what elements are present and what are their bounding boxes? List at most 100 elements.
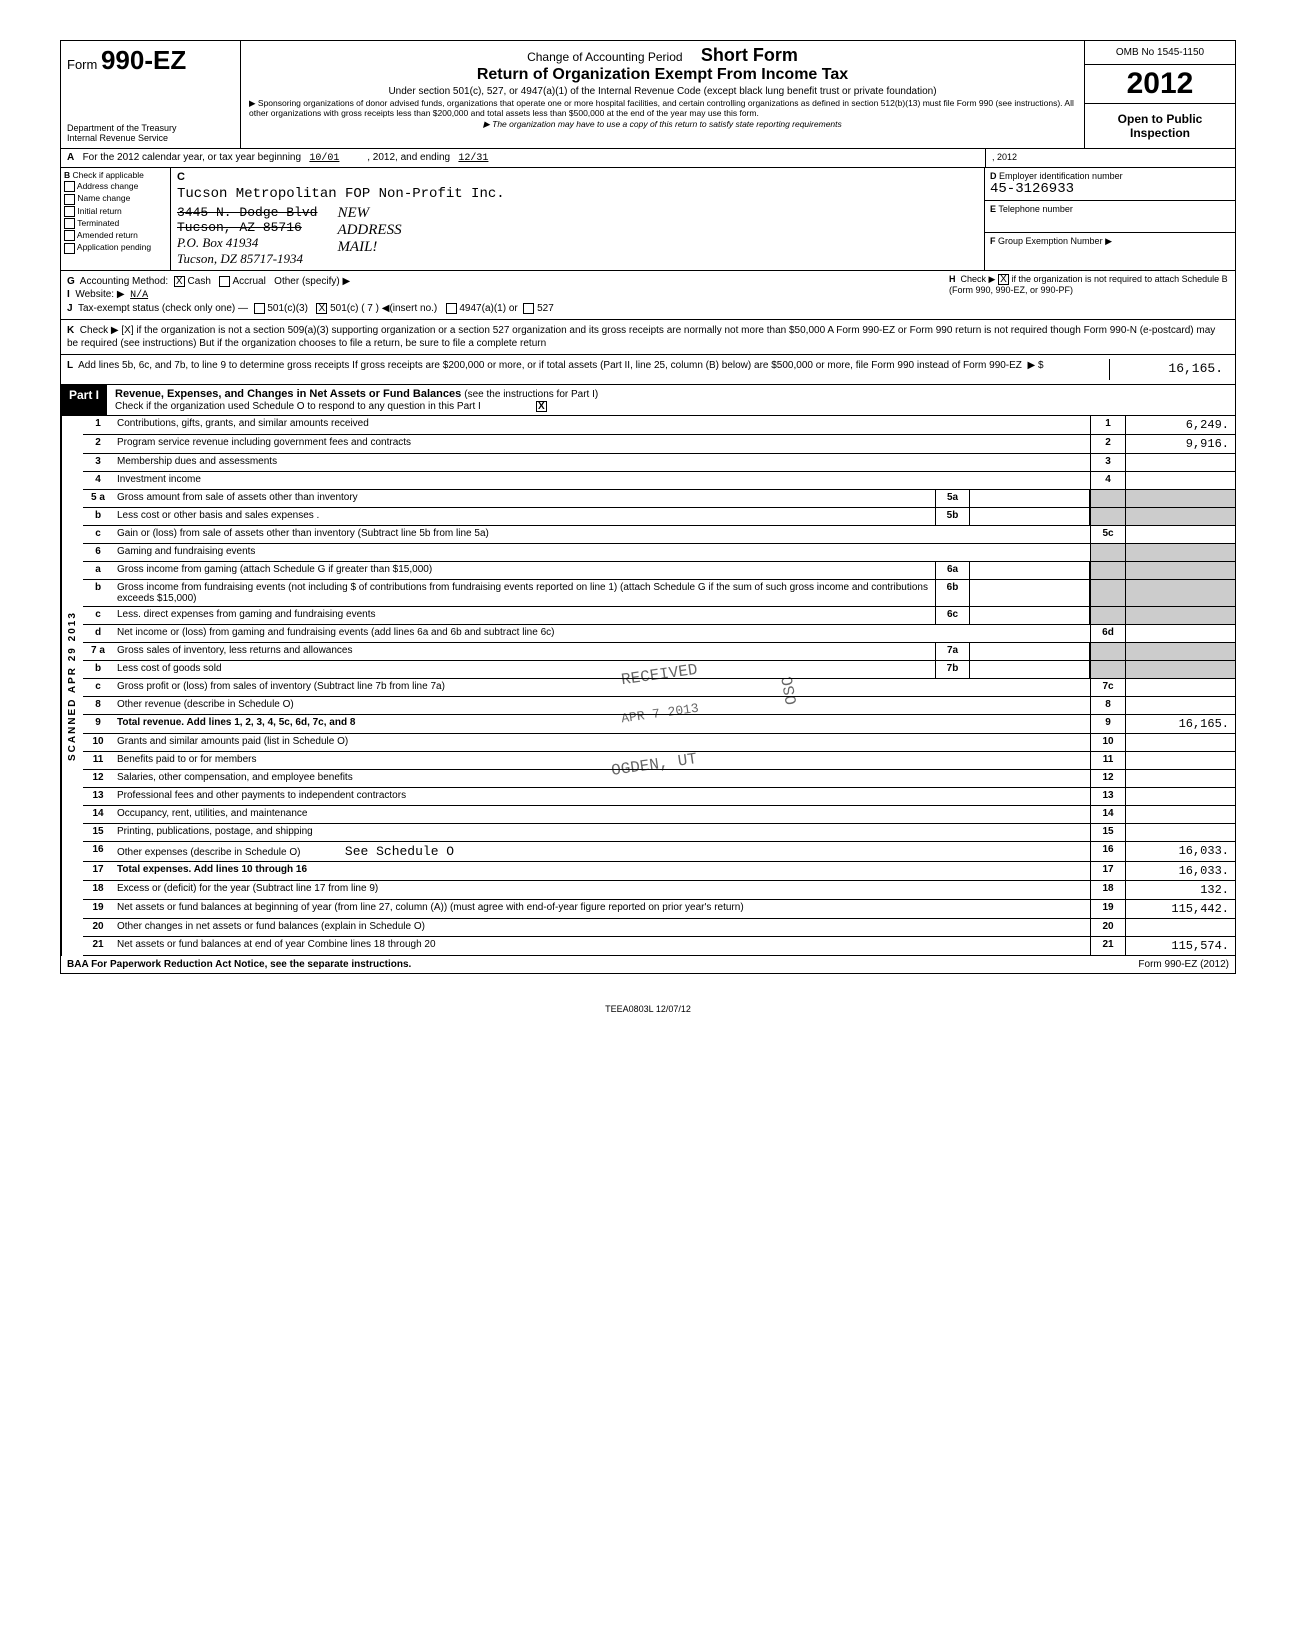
end-date: 12/31	[458, 153, 488, 164]
e-text: Telephone number	[998, 204, 1073, 214]
fine-print-1: ▶ Sponsoring organizations of donor advi…	[249, 99, 1076, 119]
footer-baa: BAA For Paperwork Reduction Act Notice, …	[67, 959, 411, 970]
part1-check-line: Check if the organization used Schedule …	[115, 401, 481, 412]
right-num-18: 18	[1090, 881, 1125, 899]
chk-501c3[interactable]	[254, 303, 265, 314]
line-6c: cLess. direct expenses from gaming and f…	[83, 607, 1235, 625]
row-a-mid: , 2012, and ending	[367, 152, 450, 163]
chk-schedule-o[interactable]: X	[536, 401, 547, 412]
chk-4947[interactable]	[446, 303, 457, 314]
right-val-shade-6c	[1125, 607, 1235, 624]
row-a: A For the 2012 calendar year, or tax yea…	[61, 149, 1235, 168]
line-num-7c: c	[83, 679, 113, 696]
row-k: K Check ▶ [X] if the organization is not…	[61, 320, 1235, 355]
right-num-10: 10	[1090, 734, 1125, 751]
right-val-shade-6a	[1125, 562, 1235, 579]
line-desc-2: Program service revenue including govern…	[113, 435, 1090, 453]
header-row: Form 990-EZ Department of the Treasury I…	[61, 41, 1235, 149]
right-num-1: 1	[1090, 416, 1125, 434]
line-desc-8: Other revenue (describe in Schedule O)	[113, 697, 1090, 714]
chk-initial[interactable]	[64, 206, 75, 217]
l-text: Add lines 5b, 6c, and 7b, to line 9 to d…	[78, 360, 1022, 371]
line-num-14: 14	[83, 806, 113, 823]
line-num-20: 20	[83, 919, 113, 936]
ghij-left: G Accounting Method: X Cash Accrual Othe…	[67, 274, 949, 316]
form-number-block: Form 990-EZ	[67, 45, 234, 76]
line-num-6d: d	[83, 625, 113, 642]
line-20: 20Other changes in net assets or fund ba…	[83, 919, 1235, 937]
row-d: D Employer identification number 45-3126…	[985, 168, 1235, 201]
lbl-terminated: Terminated	[77, 218, 119, 228]
line-6a: aGross income from gaming (attach Schedu…	[83, 562, 1235, 580]
lbl-accrual: Accrual	[232, 276, 265, 287]
chk-accrual[interactable]	[219, 276, 230, 287]
line-6d: dNet income or (loss) from gaming and fu…	[83, 625, 1235, 643]
mid-num-7a: 7a	[935, 643, 970, 660]
chk-pending[interactable]	[64, 243, 75, 254]
chk-terminated[interactable]	[64, 218, 75, 229]
chk-amended[interactable]	[64, 230, 75, 241]
line-desc-13: Professional fees and other payments to …	[113, 788, 1090, 805]
row-c-label: C	[177, 171, 185, 183]
chk-cash[interactable]: X	[174, 276, 185, 287]
change-period: Change of Accounting Period	[527, 50, 682, 64]
line-num-5c: c	[83, 526, 113, 543]
row-b-label: B	[64, 170, 70, 180]
line-num-21: 21	[83, 937, 113, 955]
right-num-shade-6a	[1090, 562, 1125, 579]
part1-header: Part I Revenue, Expenses, and Changes in…	[61, 385, 1235, 416]
right-val-15	[1125, 824, 1235, 841]
chk-address[interactable]	[64, 181, 75, 192]
right-val-4	[1125, 472, 1235, 489]
form-number: 990-EZ	[101, 45, 186, 75]
right-num-shade-6b	[1090, 580, 1125, 606]
line-num-6b: b	[83, 580, 113, 606]
part1-body: RECEIVED APR 7 2013 OGDEN, UT OSC SCANNE…	[61, 416, 1235, 956]
row-a-right: , 2012	[985, 149, 1235, 167]
hand-note: NEW ADDRESS MAIL!	[337, 205, 401, 267]
line-num-13: 13	[83, 788, 113, 805]
right-num-2: 2	[1090, 435, 1125, 453]
line-desc-1: Contributions, gifts, grants, and simila…	[113, 416, 1090, 434]
line-num-7a: 7 a	[83, 643, 113, 660]
line-18: 18Excess or (deficit) for the year (Subt…	[83, 881, 1235, 900]
part1-sub: (see the instructions for Part I)	[464, 389, 598, 400]
line-7c: cGross profit or (loss) from sales of in…	[83, 679, 1235, 697]
line-17: 17Total expenses. Add lines 10 through 1…	[83, 862, 1235, 881]
line-desc-21: Net assets or fund balances at end of ye…	[113, 937, 1090, 955]
form-prefix: Form	[67, 57, 97, 72]
chk-name[interactable]	[64, 194, 75, 205]
line-21: 21Net assets or fund balances at end of …	[83, 937, 1235, 956]
right-num-4: 4	[1090, 472, 1125, 489]
right-num-11: 11	[1090, 752, 1125, 769]
line-5a: 5 aGross amount from sale of assets othe…	[83, 490, 1235, 508]
chk-527[interactable]	[523, 303, 534, 314]
lbl-address: Address change	[77, 181, 138, 191]
d-label: D	[990, 171, 997, 181]
right-num-shade-5b	[1090, 508, 1125, 525]
right-num-16: 16	[1090, 842, 1125, 861]
col-b-checks: B Check if applicable Address change Nam…	[61, 168, 171, 270]
tax-year: 2012	[1085, 65, 1235, 104]
begin-date: 10/01	[309, 153, 339, 164]
right-num-shade-6	[1090, 544, 1125, 561]
chk-501c[interactable]: X	[316, 303, 327, 314]
chk-h[interactable]: X	[998, 274, 1009, 285]
org-name: Tucson Metropolitan FOP Non-Profit Inc.	[177, 186, 978, 202]
line-desc-9: Total revenue. Add lines 1, 2, 3, 4, 5c,…	[113, 715, 1090, 733]
right-num-8: 8	[1090, 697, 1125, 714]
line-19: 19Net assets or fund balances at beginni…	[83, 900, 1235, 919]
l-label: L	[67, 360, 73, 371]
line-num-3: 3	[83, 454, 113, 471]
right-val-shade-6	[1125, 544, 1235, 561]
scanned-text: SCANNED APR 29 2013	[67, 611, 78, 761]
check-header: Check if applicable	[73, 170, 144, 180]
part1-title-text: Revenue, Expenses, and Changes in Net As…	[115, 388, 461, 400]
mid-val-7a	[970, 643, 1090, 660]
right-val-21: 115,574.	[1125, 937, 1235, 955]
mid-num-5a: 5a	[935, 490, 970, 507]
form-990ez: Form 990-EZ Department of the Treasury I…	[60, 40, 1236, 974]
right-val-16: 16,033.	[1125, 842, 1235, 861]
dept2: Internal Revenue Service	[67, 134, 234, 144]
note-address: ADDRESS	[337, 222, 401, 239]
